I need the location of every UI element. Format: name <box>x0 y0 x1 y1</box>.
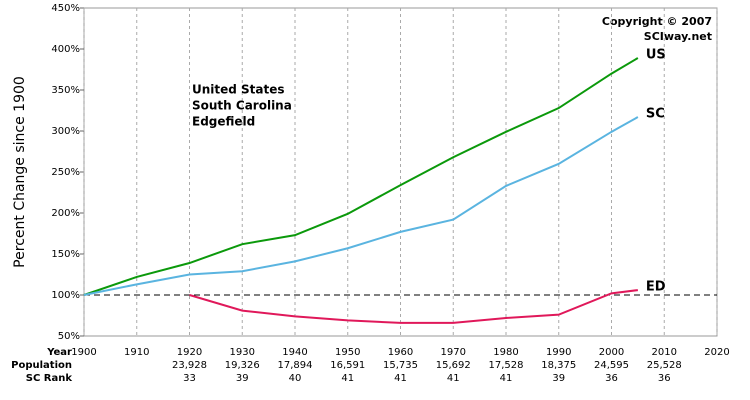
line <box>189 289 638 324</box>
row-label: Population <box>11 360 72 371</box>
row-label: SC Rank <box>26 373 73 384</box>
population: 17,894 <box>278 360 313 371</box>
x-tick-label: 1990 <box>546 347 571 358</box>
sc-rank: 39 <box>552 373 565 384</box>
sc-rank: 33 <box>183 373 196 384</box>
sc-rank: 36 <box>605 373 618 384</box>
x-tick-label: 1970 <box>441 347 466 358</box>
x-tick-label: 1960 <box>388 347 413 358</box>
population: 24,595 <box>594 360 629 371</box>
copyright: Copyright © 2007 <box>602 15 712 28</box>
population: 23,928 <box>172 360 207 371</box>
x-tick-label: 2010 <box>652 347 677 358</box>
y-tick-label: 300% <box>51 126 80 137</box>
legend-entry: South Carolina <box>192 99 292 113</box>
sc-rank: 41 <box>394 373 407 384</box>
legend-entry: Edgefield <box>192 115 255 129</box>
population: 15,735 <box>383 360 418 371</box>
end-label: ED <box>646 280 666 295</box>
y-tick-label: 150% <box>51 249 80 260</box>
legend-entry: United States <box>192 83 285 97</box>
copyright: SCIway.net <box>644 30 712 43</box>
sc-rank: 41 <box>341 373 354 384</box>
population: 17,528 <box>489 360 524 371</box>
x-tick-label: 1930 <box>230 347 255 358</box>
sc-rank: 40 <box>289 373 302 384</box>
x-tick-label: 1920 <box>177 347 202 358</box>
y-tick-label: 250% <box>51 167 80 178</box>
y-tick-label: 400% <box>51 44 80 55</box>
line <box>83 116 639 296</box>
y-tick-label: 200% <box>51 208 80 219</box>
line <box>83 57 639 296</box>
x-tick-label: 2000 <box>599 347 624 358</box>
population: 25,528 <box>647 360 682 371</box>
x-tick-label: 1980 <box>493 347 518 358</box>
x-tick-label: 1940 <box>282 347 307 358</box>
y-axis-label: Percent Change since 1900 <box>12 76 28 268</box>
population: 15,692 <box>436 360 471 371</box>
y-tick-label: 350% <box>51 85 80 96</box>
y-tick-label: 50% <box>58 331 80 342</box>
sc-rank: 41 <box>500 373 513 384</box>
end-label: SC <box>646 107 665 122</box>
x-tick-label: 1910 <box>124 347 149 358</box>
sc-rank: 36 <box>658 373 671 384</box>
sc-rank: 41 <box>447 373 460 384</box>
x-tick-label: 2020 <box>704 347 729 358</box>
row-label: Year <box>46 347 72 358</box>
end-label: US <box>646 48 666 63</box>
y-tick-label: 100% <box>51 290 80 301</box>
population: 16,591 <box>330 360 365 371</box>
population: 19,326 <box>225 360 260 371</box>
x-tick-label: 1900 <box>71 347 96 358</box>
y-tick-label: 450% <box>51 3 80 14</box>
sc-rank: 39 <box>236 373 249 384</box>
population: 18,375 <box>541 360 576 371</box>
x-tick-label: 1950 <box>335 347 360 358</box>
